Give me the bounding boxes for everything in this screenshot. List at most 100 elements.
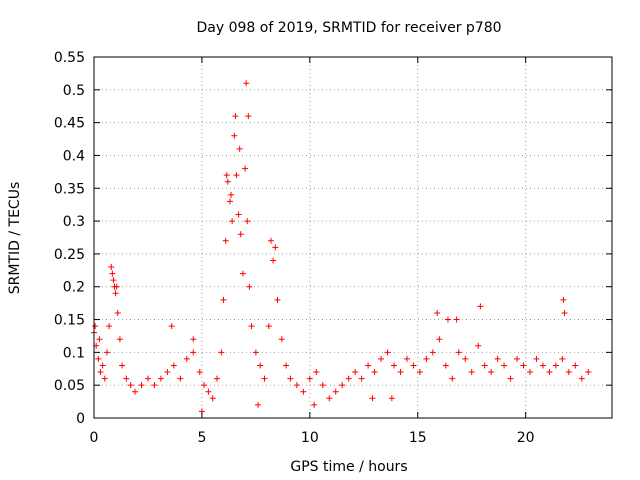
data-point [246,283,253,290]
data-point [144,375,151,382]
data-point [108,264,115,271]
data-point [475,342,482,349]
data-point [116,336,123,343]
y-tick-label: 0.45 [54,116,85,132]
data-point [201,382,208,389]
data-point [371,369,378,376]
data-point [231,132,238,139]
data-point [132,388,139,395]
data-point [164,369,171,376]
data-point [261,375,268,382]
data-point [223,172,230,179]
data-point [436,336,443,343]
data-point [423,355,430,362]
data-point [97,369,104,376]
data-point [283,362,290,369]
plot-border [93,56,613,419]
y-tick-label: 0.05 [54,378,85,394]
y-tick-label: 0.5 [63,83,85,99]
data-point [170,362,177,369]
data-point [352,369,359,376]
data-point [106,323,113,330]
data-point [157,375,164,382]
data-point [514,355,521,362]
data-point [239,270,246,277]
data-point [109,270,116,277]
x-tick-label: 5 [197,430,206,446]
data-point [245,113,252,120]
data-point [384,349,391,356]
data-point [477,303,484,310]
data-point [410,362,417,369]
data-point [244,218,251,225]
data-point [313,369,320,376]
x-tick-label: 20 [517,430,535,446]
data-points [91,80,592,415]
y-tick-label: 0 [76,411,85,427]
data-point [572,362,579,369]
data-point [578,375,585,382]
x-tick-label: 15 [409,430,427,446]
tick-labels: 0 0.05 0.1 0.15 0.2 0.25 0.3 0.35 0.4 0.45 0.5 0.55… [54,50,535,446]
data-point [205,388,212,395]
data-point [520,362,527,369]
data-point [103,349,110,356]
data-point [559,355,566,362]
chart-title: Day 098 of 2019, SRMTID for receiver p78… [196,20,501,36]
data-point [113,283,120,290]
data-point [99,362,106,369]
data-point [494,355,501,362]
y-axis-label: SRMTID / TECUs [7,182,23,295]
data-point [220,296,227,303]
data-point [416,369,423,376]
data-point [442,362,449,369]
x-tick-label: 0 [90,430,99,446]
data-point [237,231,244,238]
data-point [123,375,130,382]
data-point [358,375,365,382]
data-point [119,362,126,369]
data-point [397,369,404,376]
data-point [278,336,285,343]
y-tick-label: 0.15 [54,313,85,329]
data-point [112,290,119,297]
data-point [391,362,398,369]
data-point [224,178,231,185]
data-point [248,323,255,330]
data-point [168,323,175,330]
data-point [326,395,333,402]
data-point [300,388,307,395]
data-point [293,382,300,389]
data-point [449,375,456,382]
data-point [501,362,508,369]
data-point [96,336,103,343]
data-point [177,375,184,382]
data-point [319,382,326,389]
data-point [533,355,540,362]
data-point [287,375,294,382]
y-tick-label: 0.35 [54,181,85,197]
data-point [561,309,568,316]
data-point [138,382,145,389]
data-point [252,349,259,356]
data-point [101,375,108,382]
data-point [272,244,279,251]
data-point [255,401,262,408]
y-tick-label: 0.2 [63,280,85,296]
data-point [110,277,117,284]
data-point [444,316,451,323]
data-point [233,172,240,179]
data-point [455,349,462,356]
data-point [526,369,533,376]
data-point [270,257,277,264]
data-point [429,349,436,356]
data-point [403,355,410,362]
data-point [462,355,469,362]
data-point [183,355,190,362]
data-point [388,395,395,402]
data-point [332,388,339,395]
data-point [365,362,372,369]
data-point [242,165,249,172]
data-point [190,336,197,343]
